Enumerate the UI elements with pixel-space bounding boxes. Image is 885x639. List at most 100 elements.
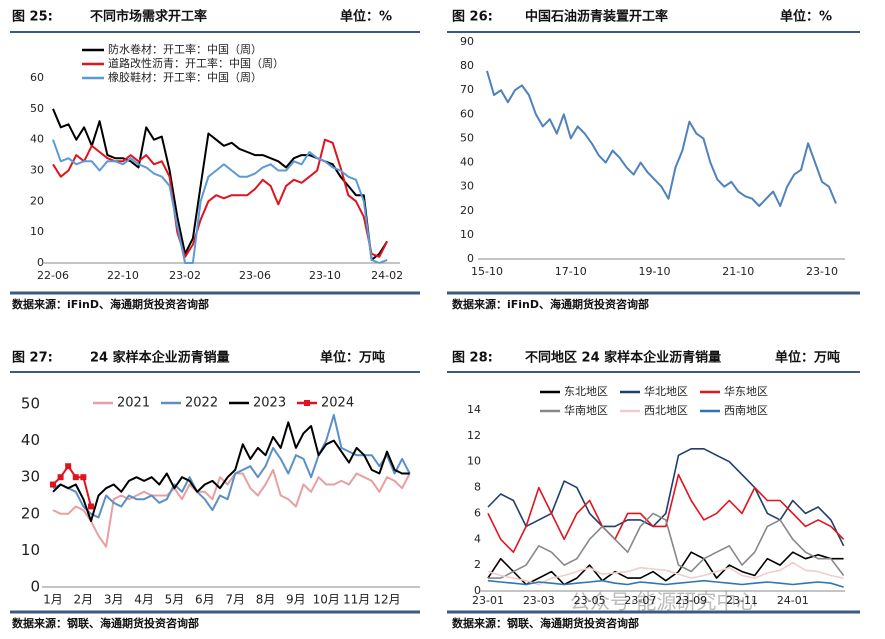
point-marker — [87, 503, 94, 510]
figure-label: 图 26: — [452, 10, 493, 25]
y-tick-label: 90 — [460, 35, 474, 48]
x-tick-label: 3月 — [104, 593, 124, 607]
legend-label: 2023 — [253, 396, 286, 411]
x-tick-label: 10月 — [313, 593, 340, 607]
x-tick-label: 6月 — [195, 593, 215, 607]
y-tick-label: 50 — [460, 131, 474, 144]
x-tick-label: 22-06 — [37, 269, 69, 282]
y-tick-label: 10 — [467, 455, 481, 468]
x-tick-label: 5月 — [165, 593, 185, 607]
legend-label: 华东地区 — [724, 384, 768, 398]
y-tick-label: 30 — [460, 180, 474, 193]
y-tick-label: 40 — [460, 156, 474, 169]
y-tick-label: 6 — [474, 506, 481, 519]
point-marker — [80, 474, 87, 481]
series-line — [52, 414, 411, 519]
unit-label: 单位：万吨 — [775, 350, 840, 366]
unit-label: 单位：% — [340, 9, 392, 25]
legend-label: 2021 — [117, 396, 150, 411]
y-tick-label: 0 — [467, 252, 474, 265]
series-line — [52, 139, 388, 264]
y-tick-label: 0 — [30, 578, 40, 596]
legend-marker — [304, 400, 310, 406]
x-tick-label: 21-10 — [722, 265, 754, 278]
y-tick-label: 0 — [474, 584, 481, 597]
source-note: 数据来源：钢联、海通期货投资咨询部 — [12, 616, 199, 630]
y-tick-label: 60 — [30, 71, 44, 84]
x-tick-label: 15-10 — [471, 265, 503, 278]
unit-label: 单位：% — [780, 9, 832, 25]
series-line — [52, 421, 410, 523]
series-line — [52, 468, 411, 548]
y-tick-label: 0 — [37, 256, 44, 269]
series-line — [487, 551, 844, 586]
x-tick-label: 1月 — [43, 593, 63, 607]
legend-label: 防水卷材：开工率：中国（周） — [108, 42, 262, 56]
legend-label: 华南地区 — [564, 403, 608, 417]
chart-title: 24 家样本企业沥青销量 — [90, 350, 230, 366]
x-tick-label: 8月 — [256, 593, 276, 607]
legend-label: 2024 — [321, 396, 354, 411]
series-line — [487, 561, 844, 586]
unit-label: 单位：万吨 — [320, 350, 385, 366]
y-tick-label: 20 — [30, 194, 44, 207]
x-tick-label: 23-09 — [675, 594, 707, 607]
source-note: 数据来源：iFinD、海通期货投资咨询部 — [12, 297, 209, 311]
x-tick-label: 23-10 — [309, 269, 341, 282]
y-tick-label: 10 — [21, 541, 40, 559]
x-tick-label: 19-10 — [639, 265, 671, 278]
x-tick-label: 23-05 — [574, 594, 606, 607]
y-tick-label: 14 — [467, 403, 481, 416]
y-tick-label: 50 — [21, 395, 40, 413]
x-tick-label: 11月 — [343, 593, 370, 607]
legend-label: 华北地区 — [644, 384, 688, 398]
legend-label: 东北地区 — [564, 385, 608, 398]
legend-label: 西南地区 — [724, 404, 768, 417]
x-tick-label: 4月 — [134, 593, 154, 607]
x-tick-label: 23-10 — [806, 265, 838, 278]
legend-label: 道路改性沥青：开工率：中国（周） — [108, 56, 284, 70]
y-tick-label: 20 — [21, 504, 40, 522]
y-tick-label: 30 — [30, 164, 44, 177]
x-tick-label: 12月 — [373, 593, 400, 607]
y-tick-label: 80 — [460, 59, 474, 72]
y-tick-label: 60 — [460, 107, 474, 120]
x-tick-label: 24-01 — [777, 594, 809, 607]
point-marker — [72, 474, 79, 481]
point-marker — [57, 474, 64, 481]
x-tick-label: 23-06 — [239, 269, 271, 282]
point-marker — [65, 463, 72, 470]
source-note: 数据来源：iFinD、海通期货投资咨询部 — [452, 297, 649, 311]
x-tick-label: 22-10 — [107, 269, 139, 282]
y-tick-label: 40 — [21, 431, 40, 449]
y-tick-label: 8 — [474, 481, 481, 494]
y-tick-label: 70 — [460, 83, 474, 96]
series-line — [488, 512, 845, 579]
figure-label: 图 25: — [12, 10, 53, 25]
x-tick-label: 9月 — [286, 593, 306, 607]
x-tick-label: 23-03 — [523, 594, 555, 607]
legend-label: 2022 — [185, 396, 218, 411]
x-tick-label: 7月 — [225, 593, 245, 607]
figure-label: 图 27: — [12, 351, 53, 366]
watermark: 公众号·能源研究中心 — [570, 590, 756, 614]
x-tick-label: 23-11 — [726, 594, 758, 607]
y-tick-label: 2 — [474, 558, 481, 571]
legend-label: 西北地区 — [644, 404, 688, 417]
x-tick-label: 2月 — [74, 593, 94, 607]
series-line — [52, 108, 388, 261]
series-line — [52, 138, 388, 258]
x-tick-label: 17-10 — [555, 265, 587, 278]
y-tick-label: 30 — [21, 468, 40, 486]
legend-label: 橡胶鞋材：开工率：中国（周） — [108, 70, 262, 84]
panel-rules — [10, 31, 860, 614]
x-tick-label: 24-02 — [371, 269, 403, 282]
chart-title: 不同市场需求开工率 — [90, 9, 207, 25]
series-line — [487, 473, 845, 553]
chart-title: 不同地区 24 家样本企业沥青销量 — [525, 350, 721, 366]
y-tick-label: 12 — [467, 429, 481, 442]
y-tick-label: 4 — [474, 532, 481, 545]
series-line — [487, 448, 845, 547]
y-tick-label: 50 — [30, 102, 44, 115]
